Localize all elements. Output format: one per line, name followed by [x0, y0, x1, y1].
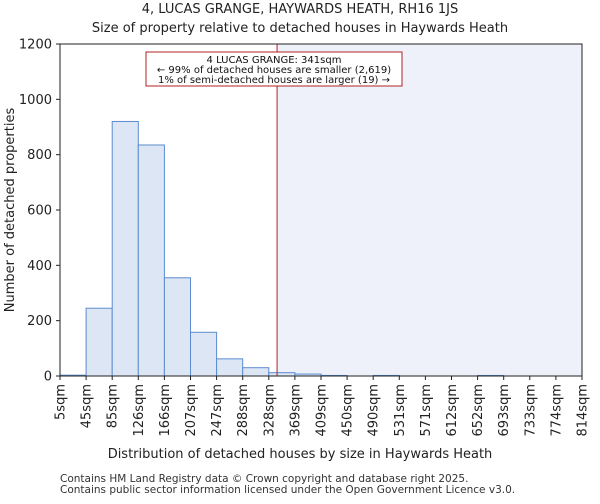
- bar-288sqm: [242, 367, 270, 377]
- x-tick-label-288sqm: 288sqm: [236, 384, 251, 437]
- x-tick-label-207sqm: 207sqm: [184, 384, 199, 437]
- x-tick-label-733sqm: 733sqm: [523, 384, 538, 437]
- x-tick-label-5sqm: 5sqm: [54, 384, 69, 420]
- footer-line-2: Contains public sector information licen…: [60, 484, 515, 496]
- bar-126sqm: [137, 144, 165, 377]
- x-tick-label-450sqm: 450sqm: [341, 384, 356, 437]
- chart-subtitle: Size of property relative to detached ho…: [92, 21, 508, 36]
- x-tick-label-85sqm: 85sqm: [106, 384, 121, 428]
- bar-247sqm: [216, 358, 244, 377]
- y-tick-label-1200: 1200: [19, 38, 52, 53]
- bar-45sqm: [85, 307, 113, 377]
- x-tick-label-652sqm: 652sqm: [471, 384, 486, 437]
- x-tick-label-166sqm: 166sqm: [158, 384, 173, 437]
- y-tick-label-200: 200: [27, 314, 52, 329]
- x-axis-label: Distribution of detached houses by size …: [108, 447, 493, 462]
- annotation-box: 4 LUCAS GRANGE: 341sqm ← 99% of detached…: [145, 51, 403, 87]
- x-tick-label-45sqm: 45sqm: [80, 384, 95, 428]
- annotation-line-3: 1% of semi-detached houses are larger (1…: [158, 75, 390, 86]
- x-tick-label-126sqm: 126sqm: [132, 384, 147, 437]
- footer-line-1: Contains HM Land Registry data © Crown c…: [60, 473, 468, 485]
- y-tick-label-400: 400: [27, 259, 52, 274]
- x-tick-label-774sqm: 774sqm: [549, 384, 564, 437]
- x-tick-label-531sqm: 531sqm: [393, 384, 408, 437]
- annotation-frame: [145, 51, 403, 87]
- y-tick-label-1000: 1000: [19, 93, 52, 108]
- x-tick-label-490sqm: 490sqm: [367, 384, 382, 437]
- chart-title: 4, LUCAS GRANGE, HAYWARDS HEATH, RH16 1J…: [142, 2, 459, 17]
- x-tick-label-612sqm: 612sqm: [445, 384, 460, 437]
- y-tick-label-600: 600: [27, 204, 52, 219]
- x-tick-label-369sqm: 369sqm: [288, 384, 303, 437]
- y-ticks: 0 200 400 600 800 1000 1200: [19, 38, 60, 385]
- y-tick-label-0: 0: [44, 370, 52, 385]
- x-tick-label-409sqm: 409sqm: [315, 384, 330, 437]
- bar-85sqm: [111, 120, 139, 377]
- larger-region-shade: [277, 44, 582, 376]
- shade-layer: [277, 44, 582, 376]
- bar-207sqm: [190, 331, 218, 377]
- y-tick-label-800: 800: [27, 148, 52, 163]
- bars-layer: [59, 120, 505, 377]
- annotation-line-2: ← 99% of detached houses are smaller (2,…: [157, 65, 391, 76]
- x-tick-label-693sqm: 693sqm: [497, 384, 512, 437]
- x-tick-label-814sqm: 814sqm: [576, 384, 591, 437]
- y-axis-label: Number of detached properties: [3, 108, 18, 313]
- bar-166sqm: [163, 277, 191, 377]
- x-tick-label-571sqm: 571sqm: [419, 384, 434, 437]
- x-tick-label-328sqm: 328sqm: [262, 384, 277, 437]
- annotation-line-1: 4 LUCAS GRANGE: 341sqm: [207, 55, 342, 66]
- x-tick-label-247sqm: 247sqm: [210, 384, 225, 437]
- x-ticks: 5sqm 45sqm 85sqm 126sqm 166sqm 207sqm 247sqm 28…: [54, 376, 591, 437]
